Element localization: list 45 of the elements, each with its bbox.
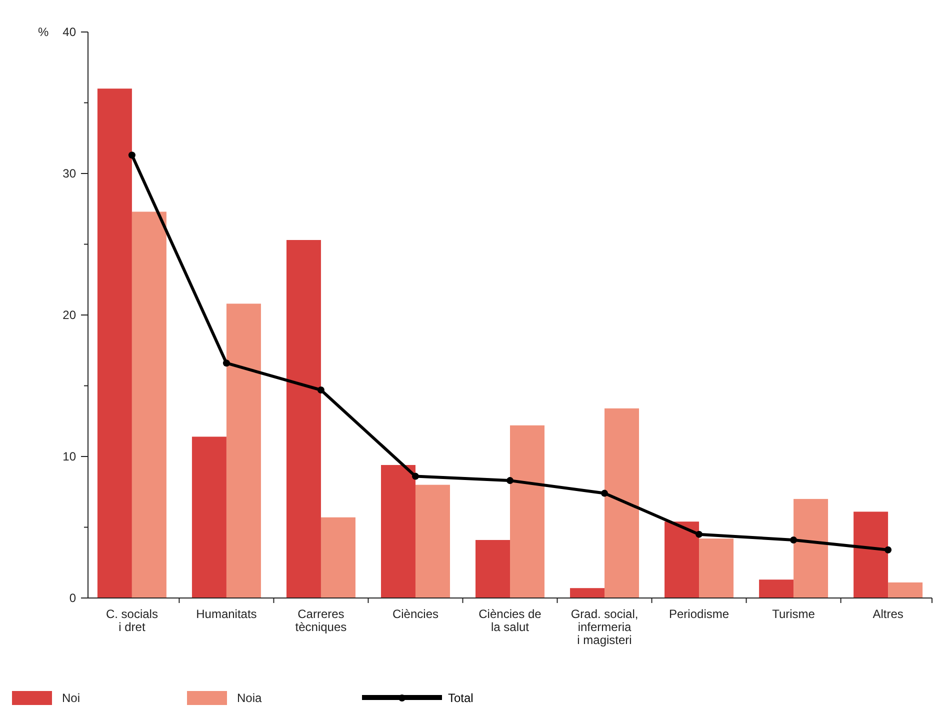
bar — [226, 304, 261, 598]
x-tick-label: Ciències de la salut — [478, 607, 542, 634]
bar — [699, 538, 734, 598]
bar — [570, 588, 605, 598]
point — [128, 152, 136, 159]
bar — [192, 436, 226, 598]
bar — [759, 580, 794, 598]
bar — [132, 212, 166, 598]
bar — [888, 582, 923, 598]
bar — [476, 540, 510, 598]
bar — [320, 517, 356, 598]
y-tick-label: 20 — [62, 308, 76, 322]
x-tick-label: Turisme — [772, 607, 816, 621]
legend-label: Noia — [237, 691, 262, 705]
y-tick-label: 10 — [62, 450, 76, 464]
x-tick-label: C. socials i dret — [106, 607, 158, 634]
x-tick-label: Carreres tècniques — [295, 607, 347, 634]
text: Total — [448, 691, 474, 705]
x-tick-label: Humanitats — [196, 607, 257, 621]
point — [601, 490, 608, 497]
bar — [97, 88, 132, 598]
point — [696, 530, 703, 538]
bar — [854, 512, 888, 598]
y-tick-label: 0 — [69, 591, 76, 606]
bar — [604, 408, 640, 598]
bar — [664, 522, 700, 598]
y-axis-title: % — [38, 25, 49, 40]
point — [506, 477, 514, 484]
x-tick-label: Ciències — [392, 607, 439, 621]
point — [790, 536, 798, 544]
point — [317, 386, 324, 394]
bar — [286, 240, 321, 598]
bar — [415, 484, 450, 598]
legend-label: Noi — [62, 691, 80, 705]
x-tick-label: Grad. social, infermeria i magisteri — [570, 607, 638, 647]
point — [412, 472, 419, 480]
point — [222, 360, 230, 367]
x-tick-label: Periodisme — [669, 607, 730, 621]
y-tick-label: 30 — [62, 166, 76, 181]
bar — [380, 464, 416, 598]
y-tick-label: 40 — [62, 25, 76, 40]
point — [884, 546, 892, 554]
bar — [510, 425, 544, 598]
x-tick-label: Altres — [872, 607, 904, 621]
bar — [794, 498, 828, 598]
